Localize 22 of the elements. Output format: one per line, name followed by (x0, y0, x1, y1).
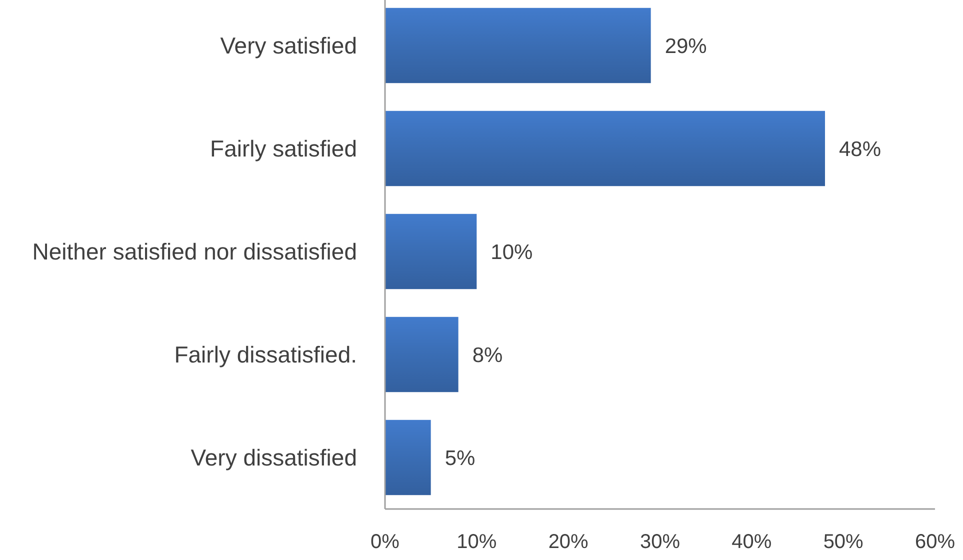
x-tick-label: 60% (914, 531, 956, 553)
bar (385, 8, 651, 84)
y-tick-label: Very dissatisfied (190, 444, 357, 471)
x-tick-label: 30% (640, 531, 680, 553)
x-tick-label: 50% (823, 531, 864, 553)
data-label: 5% (444, 446, 476, 470)
y-tick-label: Neither satisfied nor dissatisfied (32, 238, 357, 265)
x-tick-label: 20% (548, 531, 589, 553)
data-label: 29% (664, 34, 707, 58)
y-tick-label: Fairly satisfied (210, 136, 357, 162)
y-tick-label: Very satisfied (220, 32, 357, 59)
data-label: 8% (472, 344, 503, 367)
data-label: 48% (839, 138, 882, 161)
bar (385, 420, 431, 496)
bar (385, 214, 477, 290)
data-label: 10% (490, 240, 533, 264)
y-tick-label: Fairly dissatisfied. (174, 342, 357, 368)
bar (385, 110, 825, 186)
bar (385, 316, 458, 392)
x-tick-label: 10% (456, 531, 497, 553)
x-tick-label: 0% (370, 531, 400, 553)
x-tick-label: 40% (732, 531, 772, 553)
